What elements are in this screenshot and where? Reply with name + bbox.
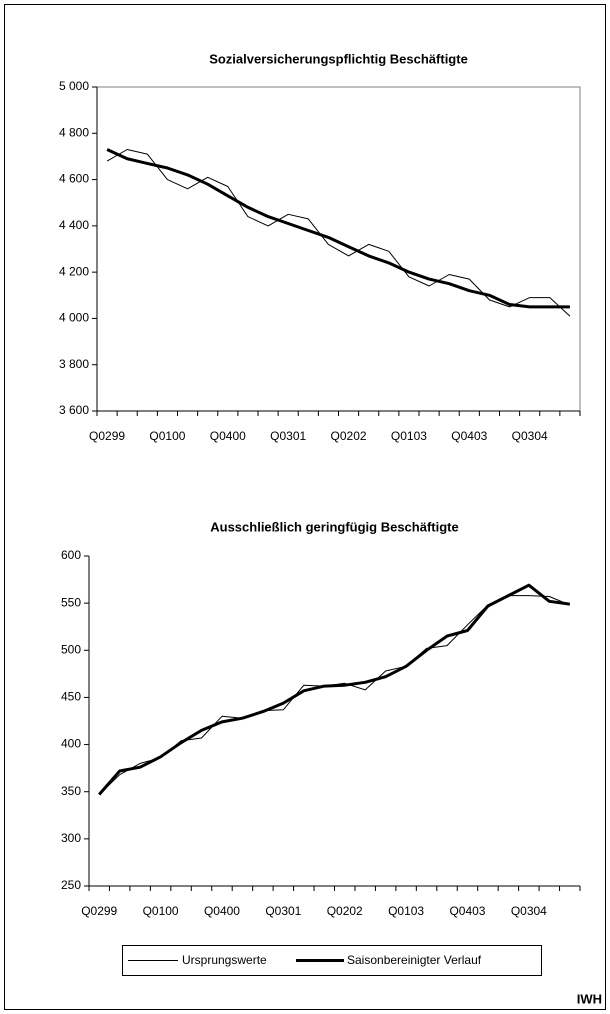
x-tick-label: Q0403: [451, 429, 487, 443]
y-tick-label: 3 800: [59, 357, 89, 371]
x-tick-label: Q0202: [327, 904, 363, 918]
series-line: [98, 583, 571, 796]
x-tick-label: Q0301: [265, 904, 301, 918]
x-tick-label: Q0403: [449, 904, 485, 918]
x-tick-label: Q0100: [143, 904, 179, 918]
chart-title: Ausschließlich geringfügig Beschäftigte: [210, 519, 458, 534]
y-tick-label: 4 000: [59, 311, 89, 325]
source: IWH: [577, 991, 602, 1006]
series-line: [98, 595, 570, 795]
x-tick-label: Q0400: [204, 904, 240, 918]
y-tick-label: 350: [61, 784, 81, 798]
series-line: [106, 149, 571, 317]
y-tick-label: 600: [61, 548, 81, 562]
y-tick-label: 3 600: [59, 403, 89, 417]
y-tick-label: 550: [61, 595, 81, 609]
plot-border: [96, 86, 581, 412]
x-tick-label: Q0301: [270, 429, 306, 443]
y-tick-label: 300: [61, 831, 81, 845]
x-tick-label: Q0103: [388, 904, 424, 918]
x-tick-label: Q0400: [210, 429, 246, 443]
series-line: [106, 148, 570, 309]
x-tick-label: Q0304: [512, 429, 548, 443]
y-tick-label: 500: [61, 642, 81, 656]
x-tick-label: Q0299: [89, 429, 125, 443]
frame: [4, 4, 606, 1010]
y-tick-label: 4 200: [59, 264, 89, 278]
y-tick-label: 5 000: [59, 79, 89, 93]
x-tick-label: Q0103: [391, 429, 427, 443]
legend-label: Saisonbereinigter Verlauf: [347, 953, 482, 967]
x-tick-label: Q0299: [81, 904, 117, 918]
x-tick-label: Q0202: [331, 429, 367, 443]
y-tick-label: 4 600: [59, 172, 89, 186]
chart-title: Sozialversicherungspflichtig Beschäftigt…: [209, 51, 468, 66]
x-tick-label: Q0100: [149, 429, 185, 443]
y-tick-label: 4 800: [59, 125, 89, 139]
y-tick-label: 4 400: [59, 218, 89, 232]
y-tick-label: 450: [61, 690, 81, 704]
legend-label: Ursprungswerte: [182, 953, 267, 967]
y-tick-label: 250: [61, 878, 81, 892]
x-tick-label: Q0304: [511, 904, 547, 918]
y-tick-label: 400: [61, 737, 81, 751]
